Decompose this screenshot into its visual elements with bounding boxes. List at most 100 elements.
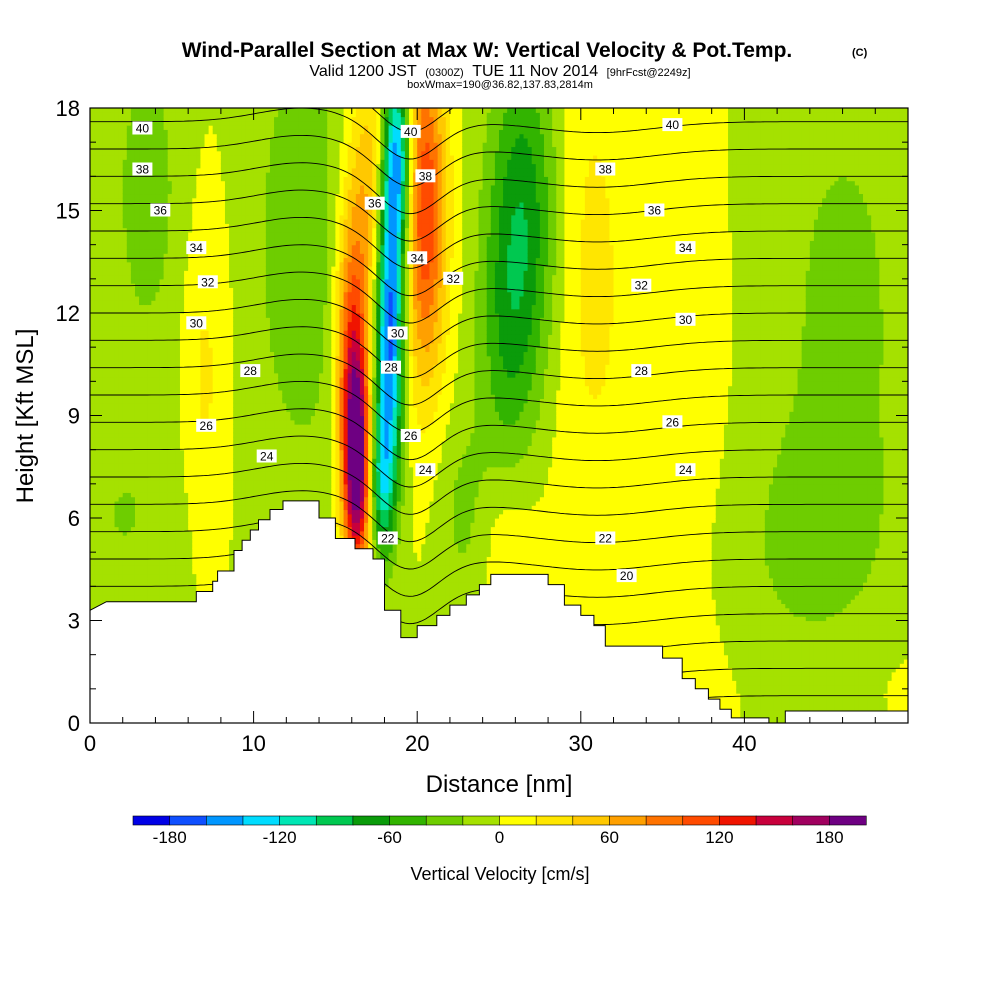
velocity-cell <box>212 441 218 446</box>
velocity-cell <box>126 436 132 442</box>
velocity-cell <box>163 564 169 570</box>
velocity-cell <box>175 505 181 511</box>
velocity-cell <box>106 402 112 408</box>
velocity-cell <box>167 133 173 139</box>
velocity-cell <box>192 424 197 429</box>
velocity-cell <box>155 582 161 587</box>
velocity-cell <box>204 377 210 382</box>
velocity-cell <box>171 304 177 310</box>
velocity-cell <box>171 120 177 126</box>
velocity-cell <box>98 586 103 592</box>
velocity-cell <box>216 278 222 284</box>
velocity-cell <box>147 112 152 118</box>
velocity-cell <box>139 398 144 404</box>
velocity-cell <box>220 304 226 310</box>
velocity-cell <box>151 522 157 528</box>
velocity-cell <box>159 278 165 284</box>
velocity-cell <box>110 172 116 177</box>
velocity-cell <box>167 406 173 412</box>
velocity-cell <box>196 402 202 408</box>
velocity-cell <box>212 317 218 323</box>
velocity-cell <box>143 509 148 515</box>
velocity-cell <box>151 193 157 199</box>
velocity-cell <box>139 432 144 438</box>
velocity-cell <box>188 295 193 301</box>
velocity-cell <box>94 526 99 532</box>
velocity-cell <box>200 172 206 177</box>
velocity-cell <box>126 466 132 472</box>
velocity-cell <box>126 338 132 344</box>
velocity-cell <box>118 573 124 579</box>
velocity-cell <box>114 424 120 429</box>
velocity-cell <box>90 441 95 446</box>
velocity-cell <box>114 449 120 455</box>
velocity-cell <box>216 257 222 263</box>
velocity-cell <box>151 471 157 476</box>
velocity-cell <box>114 479 120 485</box>
velocity-cell <box>200 381 206 387</box>
velocity-cell <box>196 189 202 195</box>
velocity-cell <box>167 278 173 284</box>
subtitle-valid: Valid 1200 JST <box>309 63 417 80</box>
velocity-cell <box>196 231 202 237</box>
velocity-cell <box>151 577 157 583</box>
velocity-cell <box>171 112 177 118</box>
velocity-cell <box>188 287 193 293</box>
velocity-cell <box>143 159 148 165</box>
velocity-cell <box>220 313 226 318</box>
velocity-cell <box>114 573 120 579</box>
velocity-cell <box>171 206 177 212</box>
velocity-cell <box>147 253 152 259</box>
velocity-cell <box>224 535 230 540</box>
velocity-cell <box>134 270 140 276</box>
velocity-cell <box>188 342 193 348</box>
velocity-cell <box>126 535 132 540</box>
velocity-cell <box>139 214 144 220</box>
velocity-cell <box>188 223 193 229</box>
velocity-cell <box>94 244 99 250</box>
velocity-cell <box>139 159 144 165</box>
velocity-cell <box>110 458 116 464</box>
velocity-cell <box>229 381 234 387</box>
velocity-cell <box>159 547 165 553</box>
velocity-cell <box>208 347 214 353</box>
velocity-cell <box>110 522 116 528</box>
velocity-cell <box>184 338 189 344</box>
velocity-cell <box>134 184 140 190</box>
velocity-cell <box>126 133 132 139</box>
velocity-cell <box>159 560 165 566</box>
velocity-cell <box>134 471 140 476</box>
velocity-cell <box>110 351 116 357</box>
velocity-cell <box>196 564 202 570</box>
velocity-cell <box>114 453 120 459</box>
velocity-cell <box>171 377 177 382</box>
velocity-cell <box>204 372 210 378</box>
velocity-cell <box>229 539 234 545</box>
velocity-cell <box>163 586 169 592</box>
velocity-cell <box>126 231 132 237</box>
velocity-cell <box>163 129 169 135</box>
velocity-cell <box>188 492 193 498</box>
velocity-cell <box>122 500 128 506</box>
velocity-cell <box>134 253 140 259</box>
velocity-cell <box>122 313 128 318</box>
velocity-cell <box>188 509 193 515</box>
velocity-cell <box>212 197 218 203</box>
velocity-cell <box>126 142 132 148</box>
velocity-cell <box>118 500 124 506</box>
velocity-cell <box>110 317 116 323</box>
velocity-cell <box>106 406 112 412</box>
velocity-cell <box>216 342 222 348</box>
velocity-cell <box>118 475 124 481</box>
velocity-cell <box>147 270 152 276</box>
velocity-cell <box>151 129 157 135</box>
velocity-cell <box>114 219 120 224</box>
velocity-cell <box>102 184 107 190</box>
velocity-cell <box>139 590 144 596</box>
velocity-cell <box>126 453 132 459</box>
velocity-cell <box>90 372 95 378</box>
velocity-cell <box>224 479 230 485</box>
velocity-cell <box>143 240 148 246</box>
velocity-cell <box>143 308 148 314</box>
